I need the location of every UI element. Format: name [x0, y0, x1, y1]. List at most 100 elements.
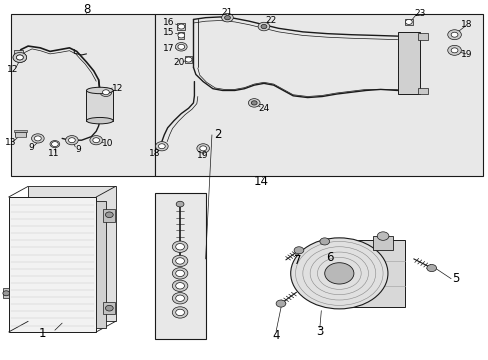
Circle shape — [426, 265, 436, 271]
Text: 5: 5 — [451, 272, 459, 285]
Bar — [103, 302, 115, 314]
Circle shape — [261, 24, 266, 29]
Circle shape — [65, 136, 78, 145]
Circle shape — [450, 48, 457, 53]
Circle shape — [221, 13, 233, 22]
Bar — [178, 32, 184, 39]
Circle shape — [175, 42, 187, 51]
Bar — [404, 19, 412, 25]
Circle shape — [293, 247, 303, 254]
Circle shape — [185, 57, 192, 62]
Text: 7: 7 — [294, 255, 301, 267]
Bar — [3, 288, 9, 298]
Circle shape — [175, 309, 184, 316]
Text: 18: 18 — [148, 149, 160, 158]
Bar — [417, 33, 427, 40]
Circle shape — [200, 146, 206, 151]
Text: 16: 16 — [163, 18, 175, 27]
Circle shape — [105, 305, 113, 311]
Bar — [15, 132, 26, 136]
Bar — [11, 14, 154, 176]
Text: 18: 18 — [461, 19, 472, 28]
Circle shape — [172, 268, 187, 279]
Circle shape — [102, 90, 109, 95]
Circle shape — [68, 138, 75, 143]
Text: 12: 12 — [7, 65, 19, 74]
Circle shape — [175, 283, 184, 289]
Circle shape — [31, 134, 44, 143]
Bar — [329, 240, 404, 307]
Text: 6: 6 — [325, 251, 333, 264]
Circle shape — [172, 293, 187, 304]
Circle shape — [13, 53, 27, 62]
Bar — [397, 32, 419, 94]
Bar — [9, 197, 96, 332]
Circle shape — [172, 307, 187, 318]
Bar — [14, 50, 23, 55]
Ellipse shape — [86, 87, 113, 94]
Bar — [15, 132, 26, 137]
Circle shape — [51, 141, 58, 147]
Text: 15: 15 — [163, 28, 175, 37]
Text: 1: 1 — [39, 327, 46, 340]
Circle shape — [178, 24, 184, 29]
Circle shape — [258, 22, 269, 31]
Circle shape — [450, 32, 457, 37]
Circle shape — [447, 30, 460, 40]
Bar — [154, 193, 205, 339]
Circle shape — [405, 19, 411, 24]
Text: 22: 22 — [265, 16, 276, 25]
Bar — [417, 87, 427, 94]
Text: 12: 12 — [112, 84, 123, 93]
Circle shape — [175, 258, 184, 264]
Circle shape — [172, 241, 187, 252]
Circle shape — [17, 55, 23, 60]
Ellipse shape — [86, 117, 113, 124]
Bar — [185, 56, 192, 63]
Text: 20: 20 — [173, 58, 184, 67]
Text: 2: 2 — [214, 129, 221, 141]
Circle shape — [34, 136, 41, 141]
Circle shape — [276, 300, 285, 307]
Text: 4: 4 — [272, 329, 279, 342]
Circle shape — [175, 295, 184, 301]
Circle shape — [175, 244, 184, 250]
Bar — [372, 236, 392, 250]
Bar — [28, 186, 116, 321]
Bar — [154, 14, 482, 176]
Text: 19: 19 — [197, 151, 208, 160]
Text: 17: 17 — [163, 44, 175, 53]
Circle shape — [178, 44, 184, 49]
Text: 8: 8 — [82, 3, 90, 15]
Circle shape — [290, 238, 387, 309]
Text: 3: 3 — [316, 325, 323, 338]
Circle shape — [197, 144, 209, 153]
Bar — [14, 130, 27, 132]
Text: 24: 24 — [258, 104, 269, 113]
Circle shape — [178, 33, 184, 38]
Circle shape — [17, 55, 23, 60]
Circle shape — [13, 53, 27, 62]
Circle shape — [447, 45, 460, 55]
Circle shape — [105, 212, 113, 217]
Text: 10: 10 — [102, 139, 113, 148]
Text: 14: 14 — [253, 175, 268, 188]
Circle shape — [224, 15, 230, 20]
Text: 23: 23 — [414, 9, 426, 18]
Circle shape — [50, 140, 60, 148]
Circle shape — [248, 99, 260, 107]
Circle shape — [251, 101, 257, 105]
Circle shape — [324, 263, 353, 284]
Circle shape — [172, 255, 187, 267]
Text: 9: 9 — [29, 143, 34, 152]
Bar — [86, 90, 113, 121]
Bar — [15, 132, 26, 136]
Text: 21: 21 — [222, 8, 233, 17]
Circle shape — [376, 232, 388, 240]
Text: 13: 13 — [5, 138, 17, 147]
Circle shape — [3, 291, 10, 296]
Text: 9: 9 — [75, 145, 81, 154]
Circle shape — [175, 270, 184, 276]
Bar — [15, 132, 26, 136]
Circle shape — [172, 280, 187, 292]
